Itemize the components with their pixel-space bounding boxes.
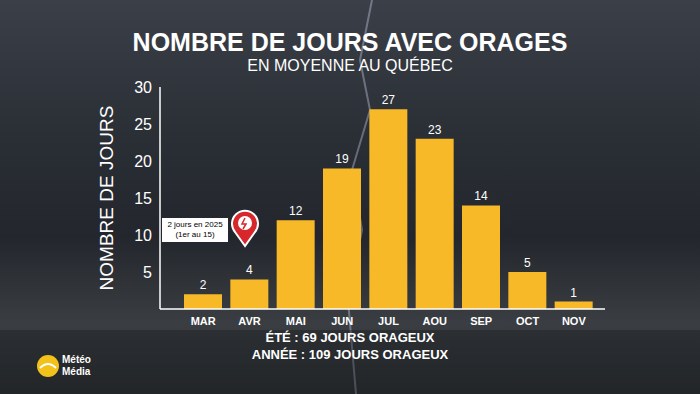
html-text:EN MOYENNE AU QUÉBEC: EN MOYENNE AU QUÉBEC [247,57,453,74]
svg-text:MAI: MAI [286,315,306,327]
svg-text:1: 1 [570,286,577,300]
svg-text:AVR: AVR [238,315,260,327]
html-text:NOMBRE DE JOURS: NOMBRE DE JOURS [96,105,117,291]
html-text:2 jours en 2025: 2 jours en 2025 [167,220,223,229]
html-text:Média: Média [62,366,91,377]
svg-text:NOV: NOV [562,315,587,327]
svg-text:JUL: JUL [378,315,399,327]
svg-text:12: 12 [289,204,303,218]
html-text:NOMBRE DE JOURS AVEC ORAGES: NOMBRE DE JOURS AVEC ORAGES [132,28,568,56]
svg-text:30: 30 [134,79,152,96]
svg-text:OCT: OCT [516,315,540,327]
svg-text:5: 5 [143,264,152,281]
svg-text:2: 2 [200,278,207,292]
svg-text:4: 4 [246,263,253,277]
svg-text:15: 15 [134,190,152,207]
svg-text:14: 14 [474,189,488,203]
svg-text:23: 23 [428,123,442,137]
svg-text:JUN: JUN [331,315,353,327]
html-text:ÉTÉ : 69 JOURS ORAGEUX: ÉTÉ : 69 JOURS ORAGEUX [265,330,435,345]
svg-text:10: 10 [134,227,152,244]
svg-text:27: 27 [382,93,396,107]
svg-text:25: 25 [134,116,152,133]
svg-text:AOU: AOU [423,315,448,327]
html-text:Météo: Météo [62,354,91,365]
svg-text:MAR: MAR [191,315,216,327]
svg-text:SEP: SEP [470,315,492,327]
svg-text:20: 20 [134,153,152,170]
html-text:(1er au 15): (1er au 15) [175,230,215,239]
html-text:ANNÉE : 109 JOURS ORAGEUX: ANNÉE : 109 JOURS ORAGEUX [251,347,449,362]
svg-text:5: 5 [524,256,531,270]
svg-text:19: 19 [335,152,349,166]
